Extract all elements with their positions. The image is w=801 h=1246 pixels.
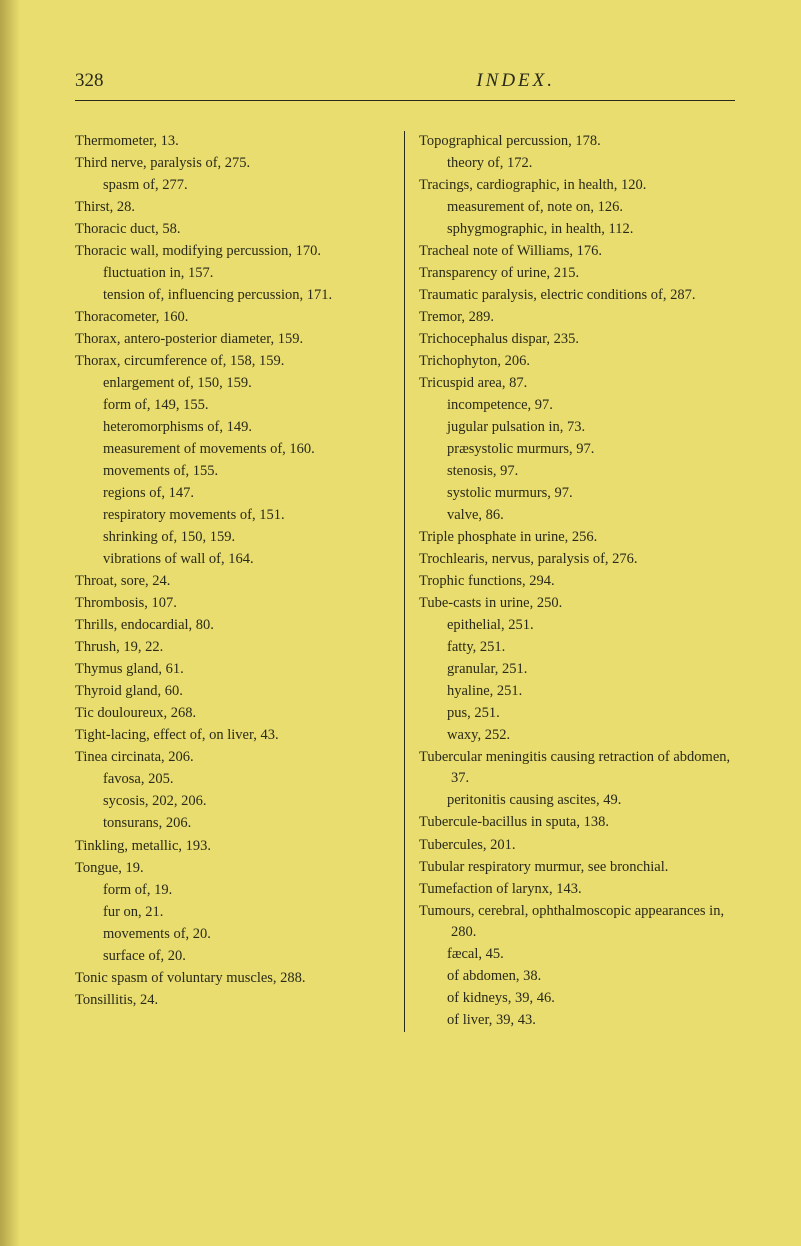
index-entry: granular, 251. bbox=[419, 659, 735, 680]
index-entry: Thorax, circumference of, 158, 159. bbox=[75, 351, 392, 372]
index-entry: tonsurans, 206. bbox=[75, 813, 392, 834]
index-entry: Thrills, endocardial, 80. bbox=[75, 615, 392, 636]
index-entry: sycosis, 202, 206. bbox=[75, 791, 392, 812]
index-entry: Traumatic paralysis, electric conditions… bbox=[419, 285, 735, 306]
index-entry: of kidneys, 39, 46. bbox=[419, 988, 735, 1009]
index-entry: Tinea circinata, 206. bbox=[75, 747, 392, 768]
index-entry: spasm of, 277. bbox=[75, 175, 392, 196]
index-column-left: Thermometer, 13.Third nerve, paralysis o… bbox=[75, 131, 405, 1032]
index-entry: Thirst, 28. bbox=[75, 197, 392, 218]
index-entry: Transparency of urine, 215. bbox=[419, 263, 735, 284]
index-entry: Tube-casts in urine, 250. bbox=[419, 593, 735, 614]
index-entry: Tumours, cerebral, ophthalmoscopic appea… bbox=[419, 901, 735, 943]
index-entry: Thoracometer, 160. bbox=[75, 307, 392, 328]
index-entry: Tracheal note of Williams, 176. bbox=[419, 241, 735, 262]
index-entry: form of, 149, 155. bbox=[75, 395, 392, 416]
index-entry: Trochlearis, nervus, paralysis of, 276. bbox=[419, 549, 735, 570]
index-entry: waxy, 252. bbox=[419, 725, 735, 746]
index-entry: Tonsillitis, 24. bbox=[75, 990, 392, 1011]
index-entry: Tongue, 19. bbox=[75, 858, 392, 879]
index-entry: favosa, 205. bbox=[75, 769, 392, 790]
index-entry: Third nerve, paralysis of, 275. bbox=[75, 153, 392, 174]
index-entry: surface of, 20. bbox=[75, 946, 392, 967]
page-container: 328 INDEX. Thermometer, 13.Third nerve, … bbox=[75, 70, 735, 1032]
index-entry: sphygmographic, in health, 112. bbox=[419, 219, 735, 240]
index-entry: Thyroid gland, 60. bbox=[75, 681, 392, 702]
index-entry: Tubercules, 201. bbox=[419, 835, 735, 856]
index-entry: movements of, 155. bbox=[75, 461, 392, 482]
index-entry: enlargement of, 150, 159. bbox=[75, 373, 392, 394]
index-entry: Tic douloureux, 268. bbox=[75, 703, 392, 724]
index-entry: shrinking of, 150, 159. bbox=[75, 527, 392, 548]
index-entry: Tight-lacing, effect of, on liver, 43. bbox=[75, 725, 392, 746]
page-header: 328 INDEX. bbox=[75, 70, 735, 101]
index-entry: fluctuation in, 157. bbox=[75, 263, 392, 284]
index-entry: Tubercular meningitis causing retraction… bbox=[419, 747, 735, 789]
index-entry: pus, 251. bbox=[419, 703, 735, 724]
index-entry: jugular pulsation in, 73. bbox=[419, 417, 735, 438]
index-entry: epithelial, 251. bbox=[419, 615, 735, 636]
index-entry: Thorax, antero-posterior diameter, 159. bbox=[75, 329, 392, 350]
index-entry: measurement of, note on, 126. bbox=[419, 197, 735, 218]
index-entry: Tracings, cardiographic, in health, 120. bbox=[419, 175, 735, 196]
index-entry: Topographical percussion, 178. bbox=[419, 131, 735, 152]
index-entry: Thermometer, 13. bbox=[75, 131, 392, 152]
index-entry: Triple phosphate in urine, 256. bbox=[419, 527, 735, 548]
index-entry: incompetence, 97. bbox=[419, 395, 735, 416]
index-entry: valve, 86. bbox=[419, 505, 735, 526]
index-column-right: Topographical percussion, 178.theory of,… bbox=[405, 131, 735, 1032]
index-entry: measurement of movements of, 160. bbox=[75, 439, 392, 460]
index-entry: of liver, 39, 43. bbox=[419, 1010, 735, 1031]
index-entry: Trophic functions, 294. bbox=[419, 571, 735, 592]
index-entry: Trichophyton, 206. bbox=[419, 351, 735, 372]
index-entry: hyaline, 251. bbox=[419, 681, 735, 702]
index-entry: præsystolic murmurs, 97. bbox=[419, 439, 735, 460]
index-entry: of abdomen, 38. bbox=[419, 966, 735, 987]
index-entry: heteromorphisms of, 149. bbox=[75, 417, 392, 438]
index-entry: Tonic spasm of voluntary muscles, 288. bbox=[75, 968, 392, 989]
index-entry: Tricuspid area, 87. bbox=[419, 373, 735, 394]
index-entry: fur on, 21. bbox=[75, 902, 392, 923]
index-entry: Thymus gland, 61. bbox=[75, 659, 392, 680]
index-entry: form of, 19. bbox=[75, 880, 392, 901]
index-entry: Trichocephalus dispar, 235. bbox=[419, 329, 735, 350]
index-entry: movements of, 20. bbox=[75, 924, 392, 945]
index-entry: Tubular respiratory murmur, see bronchia… bbox=[419, 857, 735, 878]
index-entry: Tinkling, metallic, 193. bbox=[75, 836, 392, 857]
index-entry: Thrush, 19, 22. bbox=[75, 637, 392, 658]
page-title: INDEX. bbox=[476, 70, 555, 92]
index-entry: Thrombosis, 107. bbox=[75, 593, 392, 614]
index-entry: fæcal, 45. bbox=[419, 944, 735, 965]
index-entry: respiratory movements of, 151. bbox=[75, 505, 392, 526]
index-entry: Throat, sore, 24. bbox=[75, 571, 392, 592]
page-number: 328 bbox=[75, 70, 104, 92]
index-entry: fatty, 251. bbox=[419, 637, 735, 658]
index-entry: Tremor, 289. bbox=[419, 307, 735, 328]
index-entry: regions of, 147. bbox=[75, 483, 392, 504]
index-columns: Thermometer, 13.Third nerve, paralysis o… bbox=[75, 131, 735, 1032]
index-entry: tension of, influencing percussion, 171. bbox=[75, 285, 392, 306]
index-entry: stenosis, 97. bbox=[419, 461, 735, 482]
index-entry: Thoracic wall, modifying percussion, 170… bbox=[75, 241, 392, 262]
index-entry: vibrations of wall of, 164. bbox=[75, 549, 392, 570]
index-entry: theory of, 172. bbox=[419, 153, 735, 174]
index-entry: Tumefaction of larynx, 143. bbox=[419, 879, 735, 900]
binding-shadow bbox=[0, 0, 20, 1246]
index-entry: Tubercule-bacillus in sputa, 138. bbox=[419, 812, 735, 833]
index-entry: peritonitis causing ascites, 49. bbox=[419, 790, 735, 811]
index-entry: systolic murmurs, 97. bbox=[419, 483, 735, 504]
index-entry: Thoracic duct, 58. bbox=[75, 219, 392, 240]
